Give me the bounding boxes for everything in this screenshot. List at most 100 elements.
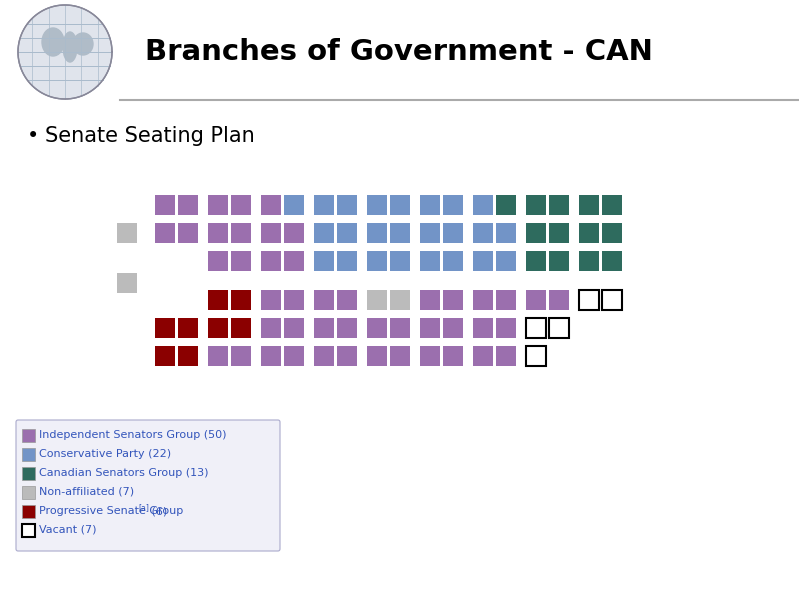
Bar <box>420 195 440 215</box>
Bar <box>496 290 516 310</box>
Bar <box>231 223 251 243</box>
Bar <box>526 223 546 243</box>
Bar <box>22 523 35 536</box>
Bar <box>314 195 334 215</box>
Bar <box>549 290 569 310</box>
Bar <box>314 346 334 366</box>
Bar <box>443 290 463 310</box>
Ellipse shape <box>63 32 77 62</box>
Bar <box>337 318 357 338</box>
Bar <box>337 251 357 271</box>
Bar <box>208 195 228 215</box>
Bar <box>473 318 493 338</box>
Bar <box>208 223 228 243</box>
Bar <box>367 318 387 338</box>
Bar <box>443 346 463 366</box>
Bar <box>155 318 175 338</box>
Bar <box>526 318 546 338</box>
Text: Independent Senators Group (50): Independent Senators Group (50) <box>39 430 226 440</box>
Text: [a]: [a] <box>139 504 149 512</box>
Bar <box>420 318 440 338</box>
Bar <box>390 195 410 215</box>
Bar <box>178 318 198 338</box>
Bar <box>231 290 251 310</box>
Bar <box>261 346 281 366</box>
Bar <box>549 318 569 338</box>
Text: Canadian Senators Group (13): Canadian Senators Group (13) <box>39 468 209 478</box>
Bar <box>602 223 622 243</box>
Bar <box>496 251 516 271</box>
Bar <box>602 290 622 310</box>
Bar <box>261 251 281 271</box>
Bar <box>420 290 440 310</box>
Bar <box>390 318 410 338</box>
Bar <box>178 195 198 215</box>
Bar <box>443 318 463 338</box>
Bar <box>314 251 334 271</box>
Bar <box>231 195 251 215</box>
Bar <box>337 223 357 243</box>
Bar <box>178 223 198 243</box>
Bar <box>602 195 622 215</box>
Text: Senate Seating Plan: Senate Seating Plan <box>45 126 255 146</box>
Bar <box>314 223 334 243</box>
Bar <box>284 290 304 310</box>
Bar <box>526 346 546 366</box>
Bar <box>284 251 304 271</box>
Bar <box>526 290 546 310</box>
Text: Non-affiliated (7): Non-affiliated (7) <box>39 487 134 497</box>
Bar <box>473 251 493 271</box>
Bar <box>579 251 599 271</box>
Bar <box>496 195 516 215</box>
Bar <box>337 290 357 310</box>
Bar <box>602 251 622 271</box>
Bar <box>337 346 357 366</box>
Bar <box>390 251 410 271</box>
Bar <box>261 223 281 243</box>
Bar <box>22 505 35 517</box>
Text: Vacant (7): Vacant (7) <box>39 525 97 535</box>
Bar <box>117 223 137 243</box>
Bar <box>261 290 281 310</box>
Bar <box>420 346 440 366</box>
Bar <box>390 223 410 243</box>
Ellipse shape <box>73 33 93 55</box>
Bar <box>155 346 175 366</box>
Bar <box>526 251 546 271</box>
Bar <box>284 346 304 366</box>
Bar <box>337 195 357 215</box>
Bar <box>261 318 281 338</box>
Bar <box>420 251 440 271</box>
Bar <box>549 223 569 243</box>
Bar <box>443 223 463 243</box>
Bar <box>367 251 387 271</box>
Bar <box>473 195 493 215</box>
Bar <box>579 195 599 215</box>
Bar <box>420 223 440 243</box>
Text: (6): (6) <box>149 506 168 516</box>
Bar <box>579 290 599 310</box>
Bar <box>443 195 463 215</box>
Bar <box>496 318 516 338</box>
Bar <box>579 223 599 243</box>
Bar <box>231 318 251 338</box>
Bar <box>155 195 175 215</box>
Bar <box>284 195 304 215</box>
Circle shape <box>18 5 112 99</box>
Bar <box>473 290 493 310</box>
Bar <box>22 486 35 499</box>
Bar <box>231 346 251 366</box>
Bar <box>367 290 387 310</box>
FancyBboxPatch shape <box>16 420 280 551</box>
Bar <box>549 251 569 271</box>
Bar <box>261 195 281 215</box>
Text: Progressive Senate Group: Progressive Senate Group <box>39 506 183 516</box>
Bar <box>496 223 516 243</box>
Bar <box>208 290 228 310</box>
Bar <box>526 195 546 215</box>
Bar <box>314 290 334 310</box>
Bar <box>367 223 387 243</box>
Bar <box>367 346 387 366</box>
Bar <box>390 290 410 310</box>
Bar <box>473 346 493 366</box>
